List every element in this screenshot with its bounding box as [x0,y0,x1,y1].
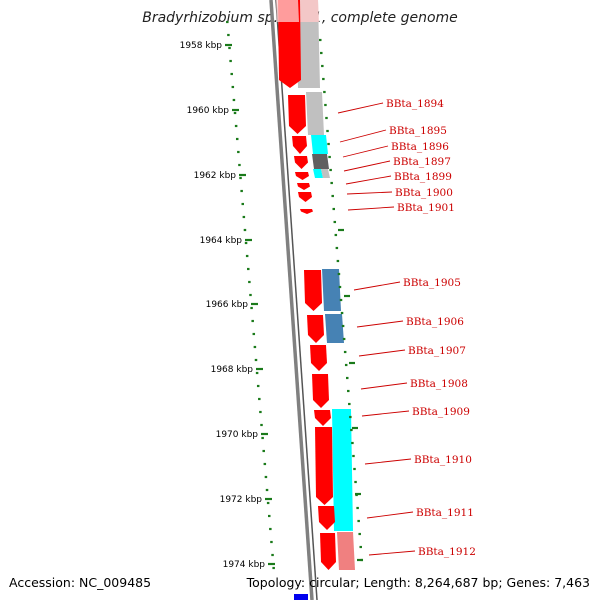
gene-leader [347,206,395,211]
gene-leader [343,160,391,172]
gene-label: BBta_1905 [403,277,461,289]
gene-label: BBta_1907 [408,345,466,357]
gene-label: BBta_1906 [406,316,464,328]
genome-stats: Topology: circular; Length: 8,264,687 bp… [246,575,590,590]
ruler-label: 1964 kbp [200,236,243,246]
ruler-label: 1968 kbp [211,365,254,375]
bottom-feature [294,594,308,600]
gene-arrow [307,315,324,343]
ruler-dots [226,20,275,570]
cog-track [292,0,355,570]
cog-block [321,169,330,178]
ruler-label: 1972 kbp [220,495,263,505]
gene-label: BBta_1894 [386,98,444,110]
gene-leader [360,382,408,390]
gene-arrow [320,533,336,570]
gene-label: BBta_1910 [414,454,472,466]
ruler-label: 1958 kbp [180,41,223,51]
gene-arrow [294,156,308,169]
gene-track [276,0,336,600]
gene-label: BBta_1897 [393,156,451,168]
gene-arrow [310,345,327,371]
gene-label: BBta_1900 [395,187,453,199]
gene-leader [358,349,406,357]
backbone-outer [269,0,314,600]
gene-arrow [288,95,306,134]
gene-label: BBta_1912 [418,546,476,558]
gene-label: BBta_1901 [397,202,455,214]
gene-arrow [304,270,322,311]
ruler-label: 1962 kbp [194,171,237,181]
cog-block [337,532,355,570]
cog-block [332,409,353,531]
ruler-label: 1974 kbp [223,560,266,570]
gene-leader [339,129,387,143]
gene-arrow [318,506,335,530]
backbone-inner [275,0,318,600]
gene-leader [345,175,392,185]
gene-label: BBta_1899 [394,171,452,183]
gene-arrow [315,427,333,505]
gene-arrow [298,192,312,202]
ruler: 1958 kbp 1960 kbp 1962 kbp 1964 kbp 1966 kbp… [180,41,275,570]
gene-leader [364,458,412,465]
cog-block [311,135,328,154]
gene-leader [346,191,393,195]
gene-arrow [314,410,331,426]
cog-block [313,169,323,178]
gene-arrow [295,172,309,180]
accession-label: Accession: NC_009485 [9,575,152,590]
gene-label: BBta_1896 [391,141,449,153]
gene-leader [361,410,410,417]
ruler-label: 1960 kbp [187,106,230,116]
gene-arrow [292,136,307,154]
gene-leader [368,550,416,556]
gene-label: BBta_1908 [410,378,468,390]
cog-block [322,269,341,311]
gene-leader [353,281,401,291]
cog-block [325,314,344,343]
gene-arrow [300,209,313,214]
gene-label: BBta_1909 [412,406,470,418]
gene-leader [356,320,404,328]
ruler-label: 1966 kbp [206,300,249,310]
gene-highlight [276,0,299,22]
gene-arrow [297,183,310,190]
gene-leader [366,511,414,519]
cog-dots [319,38,364,562]
ruler-label: 1970 kbp [216,430,259,440]
cog-block [312,154,329,169]
cog-block [306,92,324,135]
backbone [269,0,318,600]
gene-label: BBta_1895 [389,125,447,137]
gene-leader [337,102,384,114]
gene-label: BBta_1911 [416,507,474,519]
gene-leader [342,145,389,158]
gene-arrow [312,374,329,408]
gene-labels: BBta_1894 BBta_1895 BBta_1896 BBta_1897 BBta… [337,98,476,558]
